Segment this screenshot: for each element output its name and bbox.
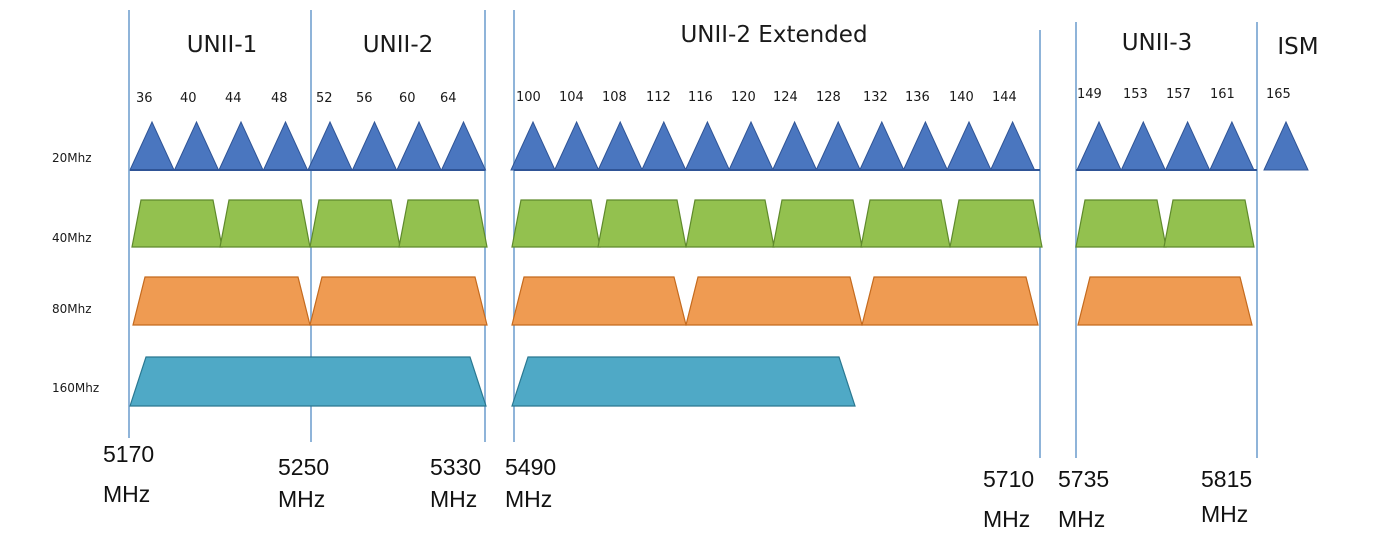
freq-label-5735: 5735: [1058, 466, 1109, 492]
channel-80mhz-trapezoid: [132, 276, 311, 326]
channel-number-label: 60: [399, 91, 416, 106]
channel-20mhz-triangle: [510, 120, 556, 171]
channel-20mhz-triangle: [989, 120, 1036, 171]
channel-20mhz-triangle: [815, 120, 861, 171]
channel-80mhz-trapezoid: [1077, 276, 1253, 326]
channel-80mhz-trapezoid: [685, 276, 863, 326]
freq-unit-5490: MHz: [505, 486, 552, 512]
channel-number-label: 153: [1123, 87, 1148, 102]
row-label-20mhz: 20Mhz: [52, 151, 92, 165]
band-label-unii-1: UNII-1: [187, 32, 258, 58]
channel-20mhz-triangle: [859, 120, 905, 171]
freq-unit-5250: MHz: [278, 486, 325, 512]
channel-number-label: 52: [316, 91, 333, 106]
channel-160mhz-trapezoid: [129, 356, 487, 407]
channel-20mhz-triangle: [218, 120, 264, 171]
freq-label-5490: 5490: [505, 454, 556, 480]
freq-unit-5815: MHz: [1201, 501, 1248, 527]
channel-number-label: 64: [440, 91, 457, 106]
channel-number-label: 136: [905, 90, 930, 105]
channel-number-label: 44: [225, 91, 242, 106]
channel-number-label: 116: [688, 90, 713, 105]
channel-number-label: 124: [773, 90, 798, 105]
channel-40mhz-trapezoid: [772, 199, 863, 248]
channel-160mhz-trapezoid: [511, 356, 856, 407]
band-label-ism: ISM: [1277, 34, 1318, 60]
channel-20mhz-triangle: [1120, 120, 1167, 171]
channel-20mhz-triangle: [728, 120, 774, 171]
channel-20mhz-triangle: [771, 120, 818, 171]
row-label-160mhz: 160Mhz: [52, 381, 99, 395]
channel-20mhz-triangle: [262, 120, 309, 171]
channel-number-label: 48: [271, 91, 288, 106]
row-label-40mhz: 40Mhz: [52, 231, 92, 245]
freq-label-5710: 5710: [983, 466, 1034, 492]
channel-40mhz-trapezoid: [1075, 199, 1167, 248]
channel-20mhz-triangle: [1076, 120, 1122, 171]
channel-number-label: 108: [602, 90, 627, 105]
channel-number-label: 157: [1166, 87, 1191, 102]
channel-shapes: [129, 120, 1309, 407]
channel-40mhz-trapezoid: [131, 199, 223, 248]
freq-unit-5330: MHz: [430, 486, 477, 512]
channel-20mhz-triangle: [1209, 120, 1255, 171]
channel-number-label: 144: [992, 90, 1017, 105]
channel-20mhz-triangle: [129, 120, 175, 171]
channel-20mhz-triangle: [1164, 120, 1211, 171]
channel-20mhz-triangle: [641, 120, 687, 171]
freq-label-5330: 5330: [430, 454, 481, 480]
channel-20mhz-triangle: [440, 120, 487, 171]
channel-40mhz-trapezoid: [511, 199, 601, 248]
channel-number-label: 161: [1210, 87, 1235, 102]
channel-20mhz-triangle: [553, 120, 600, 171]
labels: UNII-1 UNII-2 UNII-2 Extended UNII-3 ISM…: [52, 22, 1319, 532]
channel-80mhz-trapezoid: [861, 276, 1039, 326]
channel-number-label: 165: [1266, 87, 1291, 102]
channel-20mhz-triangle: [173, 120, 220, 171]
channel-number-label: 100: [516, 90, 541, 105]
channel-number-label: 132: [863, 90, 888, 105]
channel-20mhz-triangle: [946, 120, 992, 171]
channel-20mhz-triangle: [351, 120, 398, 171]
channel-number-label: 149: [1077, 87, 1102, 102]
freq-unit-5710: MHz: [983, 506, 1030, 532]
band-label-unii-2: UNII-2: [363, 32, 434, 58]
channel-40mhz-trapezoid: [398, 199, 488, 248]
channel-number-label: 36: [136, 91, 153, 106]
channel-20mhz-triangle: [902, 120, 949, 171]
channel-number-label: 56: [356, 91, 373, 106]
channel-20mhz-triangle: [396, 120, 442, 171]
channel-number-label: 104: [559, 90, 584, 105]
freq-label-5170: 5170: [103, 441, 154, 467]
channel-number-label: 128: [816, 90, 841, 105]
freq-unit-5735: MHz: [1058, 506, 1105, 532]
channel-20mhz-triangle: [1263, 120, 1309, 171]
freq-unit-5170: MHz: [103, 481, 150, 507]
channel-number-label: 120: [731, 90, 756, 105]
channel-20mhz-triangle: [597, 120, 643, 171]
channel-20mhz-triangle: [684, 120, 731, 171]
channel-number-label: 112: [646, 90, 671, 105]
band-label-unii-3: UNII-3: [1122, 30, 1193, 56]
channel-number-labels: 36 40 44 48 52 56 60 64 100 104 108 112 116 120 124 128…: [136, 87, 1291, 106]
channel-20mhz-triangle: [307, 120, 353, 171]
channel-40mhz-trapezoid: [309, 199, 401, 248]
channel-40mhz-trapezoid: [860, 199, 951, 248]
channel-number-label: 140: [949, 90, 974, 105]
band-label-unii-2-extended: UNII-2 Extended: [680, 22, 867, 48]
channel-40mhz-trapezoid: [685, 199, 775, 248]
row-label-80mhz: 80Mhz: [52, 302, 92, 316]
channel-number-label: 40: [180, 91, 197, 106]
channel-40mhz-trapezoid: [219, 199, 311, 248]
freq-label-5250: 5250: [278, 454, 329, 480]
channel-40mhz-trapezoid: [949, 199, 1043, 248]
channel-80mhz-trapezoid: [309, 276, 488, 326]
channel-80mhz-trapezoid: [511, 276, 687, 326]
channel-40mhz-trapezoid: [597, 199, 687, 248]
channel-40mhz-trapezoid: [1163, 199, 1255, 248]
freq-label-5815: 5815: [1201, 466, 1252, 492]
